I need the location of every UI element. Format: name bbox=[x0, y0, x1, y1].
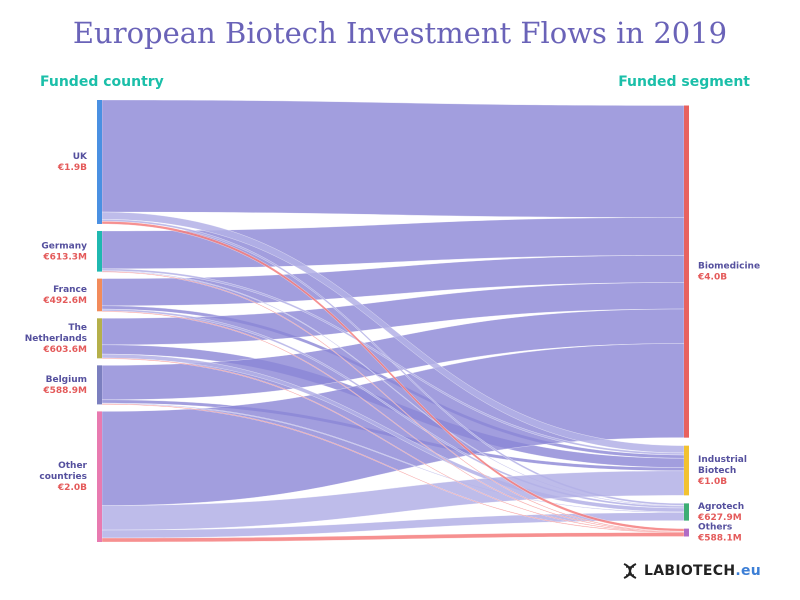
left-node-bar-others_c bbox=[97, 411, 102, 542]
right-node-label-biomedicine-0: Biomedicine bbox=[698, 262, 760, 272]
left-node-label-others_c-1: countries bbox=[39, 472, 87, 482]
right-node-bar-industrial bbox=[684, 445, 689, 496]
left-node-label-netherlands-1: Netherlands bbox=[25, 334, 87, 344]
left-node-label-france-0: France bbox=[53, 285, 87, 295]
nodes-layer bbox=[97, 100, 689, 542]
left-node-label-uk-0: UK bbox=[73, 152, 88, 162]
right-column-heading: Funded segment bbox=[618, 74, 750, 90]
right-node-value-agrotech: €627.9M bbox=[697, 513, 742, 523]
left-node-value-netherlands: €603.6M bbox=[42, 345, 87, 355]
flows-layer bbox=[101, 99, 685, 543]
right-node-value-industrial: €1.0B bbox=[697, 477, 727, 487]
right-node-label-agrotech-0: Agrotech bbox=[698, 502, 744, 512]
left-node-value-france: €492.6M bbox=[42, 296, 87, 306]
left-node-label-others_c-0: Other bbox=[58, 461, 87, 471]
left-node-label-belgium-0: Belgium bbox=[46, 375, 87, 385]
right-node-bar-others_s bbox=[684, 528, 689, 537]
right-node-value-others_s: €588.1M bbox=[697, 534, 742, 544]
left-column-heading: Funded country bbox=[40, 74, 164, 90]
flow-uk-to-biomedicine bbox=[101, 99, 685, 218]
right-node-label-industrial-1: Biotech bbox=[698, 466, 736, 476]
logo-text: LABIOTECH.eu bbox=[644, 563, 761, 579]
left-node-value-others_c: €2.0B bbox=[57, 483, 87, 493]
right-node-value-biomedicine: €4.0B bbox=[697, 273, 727, 283]
right-node-bar-agrotech bbox=[684, 503, 689, 521]
left-node-value-uk: €1.9B bbox=[57, 163, 87, 173]
chart-title: European Biotech Investment Flows in 201… bbox=[72, 16, 728, 50]
logo-suffix: .eu bbox=[735, 563, 762, 579]
labiotech-logo: LABIOTECH.eu bbox=[620, 561, 761, 581]
left-node-bar-uk bbox=[97, 100, 102, 224]
left-node-bar-netherlands bbox=[97, 318, 102, 359]
left-node-value-belgium: €588.9M bbox=[42, 386, 87, 396]
right-node-label-industrial-0: Industrial bbox=[698, 455, 747, 465]
right-node-label-others_s-0: Others bbox=[698, 523, 732, 533]
left-node-bar-germany bbox=[97, 230, 102, 272]
left-node-bar-belgium bbox=[97, 365, 102, 405]
left-node-label-germany-0: Germany bbox=[41, 241, 87, 251]
right-node-bar-biomedicine bbox=[684, 105, 689, 438]
left-node-bar-france bbox=[97, 278, 102, 312]
left-node-label-netherlands-0: The bbox=[68, 323, 87, 333]
dna-logo-icon bbox=[623, 563, 637, 579]
left-node-value-germany: €613.3M bbox=[42, 252, 87, 262]
logo-name: LABIOTECH bbox=[644, 563, 736, 579]
labels-layer: UK€1.9B Germany€613.3M France€492.6M TheNet… bbox=[25, 152, 760, 544]
